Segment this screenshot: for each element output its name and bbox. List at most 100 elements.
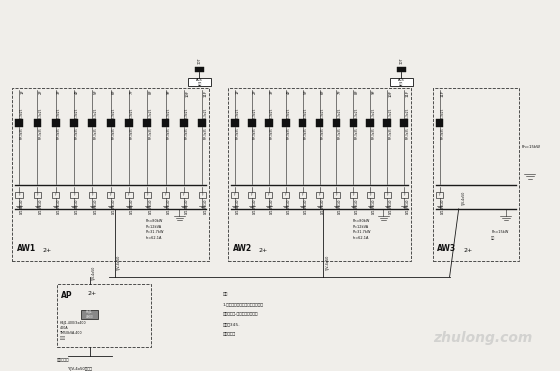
Text: DZ1-63C40: DZ1-63C40 [20, 199, 24, 214]
Text: 3F: 3F [57, 90, 61, 94]
Text: zhulong.com: zhulong.com [433, 331, 533, 345]
Text: 5F: 5F [304, 90, 308, 94]
Text: BVVB-3x25: BVVB-3x25 [75, 108, 79, 124]
Bar [125, 119, 133, 127]
Text: AW3: AW3 [437, 244, 456, 253]
Bar [349, 119, 357, 127]
Text: 1F: 1F [236, 90, 240, 94]
Bar [333, 191, 340, 198]
Text: MP-3x35: MP-3x35 [253, 127, 257, 139]
Text: BVVB-3x25: BVVB-3x25 [130, 108, 134, 124]
Text: MP-3x35: MP-3x35 [371, 127, 375, 139]
Bar [198, 119, 206, 127]
Bar [316, 191, 323, 198]
Text: 7F: 7F [338, 90, 342, 94]
Text: 1F: 1F [20, 90, 24, 94]
Text: F: F [353, 193, 354, 197]
Text: BVVB-3x25: BVVB-3x25 [20, 108, 24, 124]
Text: ALS
总计: ALS 总计 [196, 78, 203, 86]
Bar [12, 88, 209, 261]
Text: F: F [36, 193, 38, 197]
Text: YJV-4x50: YJV-4x50 [118, 256, 122, 272]
Text: BVVB-3x25: BVVB-3x25 [112, 108, 116, 124]
Text: AP: AP [61, 291, 73, 300]
Text: MP-3x35: MP-3x35 [130, 127, 134, 139]
Bar [71, 191, 78, 198]
Text: MP-3x35: MP-3x35 [270, 127, 274, 139]
Text: Pn=15kW
备用: Pn=15kW 备用 [491, 230, 508, 240]
Text: DZ1-63C40: DZ1-63C40 [236, 199, 240, 214]
Bar [180, 119, 188, 127]
Text: 10F: 10F [185, 90, 189, 97]
Text: DZ1-63C40: DZ1-63C40 [354, 199, 358, 214]
Text: DZ1-63C40: DZ1-63C40 [203, 199, 207, 214]
Text: F: F [386, 193, 388, 197]
Text: MP-3x35: MP-3x35 [39, 127, 43, 139]
Text: F: F [165, 193, 166, 197]
Text: 1.各层配电筱均按图示，配电管线: 1.各层配电筱均按图示，配电管线 [223, 302, 264, 306]
Text: MP-3x35: MP-3x35 [236, 127, 240, 139]
Text: 10F: 10F [389, 90, 393, 97]
Text: MP-3x35: MP-3x35 [185, 127, 189, 139]
Text: MP-3x35: MP-3x35 [148, 127, 152, 139]
Text: DZ1-63C40: DZ1-63C40 [304, 199, 308, 214]
Bar [34, 119, 41, 127]
Bar [333, 119, 340, 127]
Text: F: F [251, 193, 253, 197]
Bar [52, 191, 59, 198]
Text: DZ1-63C40: DZ1-63C40 [167, 199, 171, 214]
Text: MP-3x35: MP-3x35 [112, 127, 116, 139]
Text: BVVB-3x25: BVVB-3x25 [389, 108, 393, 124]
Text: 均采用暗敷,导线均采用限线式: 均采用暗敷,导线均采用限线式 [223, 312, 258, 316]
Text: MP-3x35: MP-3x35 [354, 127, 358, 139]
Bar [188, 78, 211, 86]
Bar [436, 119, 444, 127]
Text: YJV-4x50: YJV-4x50 [461, 191, 465, 205]
Text: F: F [403, 193, 405, 197]
Text: BVVB-3x25: BVVB-3x25 [371, 108, 375, 124]
Text: YJV-4x50: YJV-4x50 [326, 256, 330, 272]
Text: F: F [183, 193, 185, 197]
Text: MP-3x35: MP-3x35 [304, 127, 308, 139]
Text: 9F: 9F [371, 90, 375, 94]
Text: DZ1-63C40: DZ1-63C40 [94, 199, 97, 214]
Text: MP-3x35: MP-3x35 [287, 127, 291, 139]
Text: F: F [370, 193, 371, 197]
Text: 2F: 2F [39, 90, 43, 94]
Text: 2+: 2+ [87, 291, 96, 296]
Text: 2+: 2+ [464, 249, 473, 253]
Text: BVVB-3x25: BVVB-3x25 [57, 108, 61, 124]
Text: DZ1-63C40: DZ1-63C40 [57, 199, 61, 214]
Text: ALS
总计: ALS 总计 [398, 78, 405, 86]
Text: 9F: 9F [167, 90, 171, 94]
Text: Pn=15kW: Pn=15kW [521, 145, 540, 149]
Text: BVVB-3x25: BVVB-3x25 [167, 108, 171, 124]
Text: 11F: 11F [405, 90, 409, 97]
Bar [316, 119, 324, 127]
Bar [15, 119, 23, 127]
Text: DZ1-63C40: DZ1-63C40 [287, 199, 291, 214]
Text: MP-3x35: MP-3x35 [20, 127, 24, 139]
Bar [298, 119, 306, 127]
Text: BVVB-3x25: BVVB-3x25 [405, 108, 409, 124]
Text: DZ1-63C40: DZ1-63C40 [270, 199, 274, 214]
Bar [34, 191, 41, 198]
Text: 7F: 7F [130, 90, 134, 94]
Bar [88, 191, 96, 198]
Text: F: F [147, 193, 148, 197]
Text: MP-3x35: MP-3x35 [338, 127, 342, 139]
Bar [436, 191, 443, 198]
Text: YJV-4x50: YJV-4x50 [92, 266, 96, 280]
Text: Pn=80kW
P=12kVA
P=31.7kW
In=62.1A: Pn=80kW P=12kVA P=31.7kW In=62.1A [146, 219, 165, 240]
Text: BVVB-3x25: BVVB-3x25 [39, 108, 43, 124]
Text: BVVB-3x25: BVVB-3x25 [354, 108, 358, 124]
Text: F: F [92, 193, 93, 197]
Bar [299, 191, 306, 198]
Bar [231, 119, 239, 127]
Bar [231, 191, 239, 198]
Text: DZ1-63C40: DZ1-63C40 [39, 199, 43, 214]
Text: 3F: 3F [270, 90, 274, 94]
Text: MP-3x35: MP-3x35 [405, 127, 409, 139]
Bar [384, 191, 391, 198]
Bar [282, 191, 290, 198]
